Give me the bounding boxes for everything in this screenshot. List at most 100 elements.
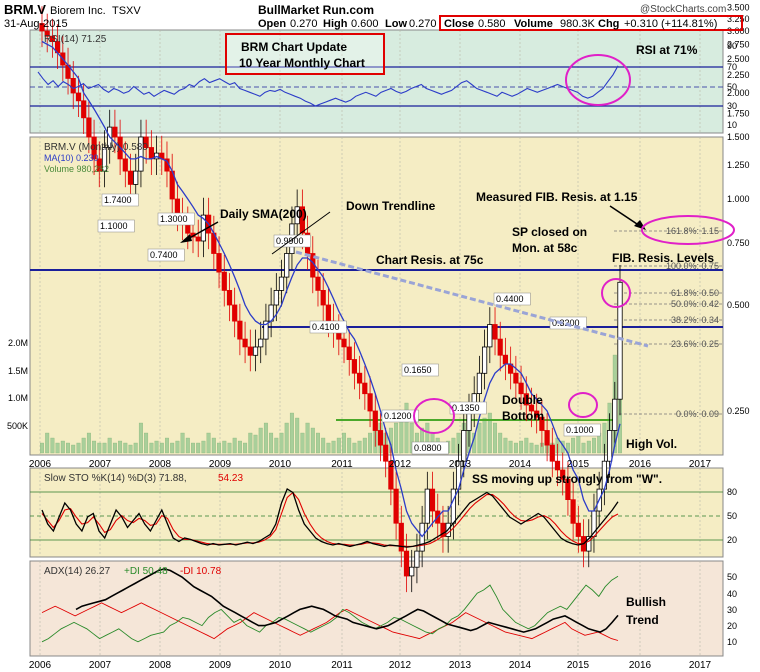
x-tick-label: 2011 xyxy=(331,459,353,470)
volume-bar xyxy=(206,432,211,454)
volume-bar xyxy=(581,442,586,454)
price-label: 1.7400 xyxy=(104,195,132,205)
volume-bar xyxy=(284,422,289,454)
volume-bar xyxy=(300,432,305,454)
candle-body xyxy=(549,444,555,462)
adx-tick-label: 50 xyxy=(727,572,737,582)
exchange: TSXV xyxy=(112,5,141,17)
candle-body xyxy=(575,522,581,537)
price-label: 0.7400 xyxy=(150,250,178,260)
candle-body xyxy=(133,170,139,185)
candle-body xyxy=(81,100,87,119)
title-box xyxy=(225,33,385,75)
candle-body xyxy=(258,338,264,348)
volume-bar xyxy=(66,442,70,454)
volume-bar xyxy=(263,422,268,454)
volume-bar xyxy=(55,442,60,454)
x-tick-label: 2013 xyxy=(449,459,472,470)
price-tick-label: 1.250 xyxy=(727,160,750,170)
candle-body xyxy=(138,136,144,172)
x-tick-label: 2011 xyxy=(331,660,353,671)
candle-body xyxy=(200,214,206,242)
fib-label: 61.8%: 0.50 xyxy=(671,288,719,298)
x-tick-label: 2012 xyxy=(389,459,412,470)
double-bottom-right xyxy=(568,392,598,418)
fib-arrow xyxy=(609,205,641,227)
volume-bar xyxy=(274,437,279,454)
sp-closed-line1: SP closed on xyxy=(512,225,587,239)
candle-body xyxy=(195,236,201,242)
rsi-note: RSI at 71% xyxy=(636,43,698,57)
price-label-box xyxy=(273,234,311,248)
x-tick-label: 2016 xyxy=(629,459,652,470)
site-name: BullMarket Run.com xyxy=(258,3,374,17)
volume-bar xyxy=(326,442,331,454)
candle-body xyxy=(273,289,279,306)
volume-bar xyxy=(76,442,81,454)
symbol: BRM.V xyxy=(4,2,46,17)
chg-label: Chg xyxy=(598,18,619,30)
volume-bar xyxy=(128,444,133,454)
volume-bar xyxy=(211,437,216,454)
volume-bar xyxy=(477,422,482,454)
price-tick-label: 0.750 xyxy=(727,238,750,248)
candle-body xyxy=(388,460,394,490)
volume-bar xyxy=(592,437,596,454)
price-tick-label: 3.250 xyxy=(727,14,750,24)
volume-bar xyxy=(331,440,336,454)
x-tick-label: 2008 xyxy=(149,459,172,470)
candle-body xyxy=(367,393,373,412)
candle-body xyxy=(252,346,259,356)
price-label-box xyxy=(309,320,347,334)
sma-arrowhead xyxy=(180,234,192,243)
candle-body xyxy=(409,566,415,577)
double-line1: Double xyxy=(502,393,543,407)
volume-bar xyxy=(191,442,195,454)
price-tick-label: 3.500 xyxy=(727,2,750,12)
sto-k-line xyxy=(41,488,619,548)
volume-bar xyxy=(289,412,294,454)
volume-bar xyxy=(175,440,180,454)
volume-bar xyxy=(316,432,320,454)
volume-bar xyxy=(86,432,91,454)
x-tick-label: 2010 xyxy=(269,660,292,671)
sp-highlight xyxy=(601,278,631,308)
volume-bar xyxy=(508,440,513,454)
volume-bar xyxy=(519,440,524,454)
price-tick-label: 2.250 xyxy=(727,70,750,80)
adx-tick-label: 30 xyxy=(727,605,737,615)
volume-bar xyxy=(50,437,55,454)
candle-body xyxy=(356,372,363,384)
candle-body xyxy=(523,393,529,406)
chart-date: 31-Aug-2015 xyxy=(4,18,68,30)
title-line2: 10 Year Monthly Chart xyxy=(239,56,365,70)
candle-body xyxy=(39,23,45,32)
x-tick-label: 2016 xyxy=(629,660,652,671)
close-value: 0.580 xyxy=(478,18,506,30)
volume-bar xyxy=(123,442,128,454)
volume-bar xyxy=(493,422,497,454)
volume-bar xyxy=(352,442,357,454)
price-tick-label: 1.500 xyxy=(727,132,750,142)
rsi-highlight xyxy=(565,54,631,106)
price-label-box xyxy=(411,441,449,455)
candle-body xyxy=(554,460,561,471)
price-label: 0.3200 xyxy=(552,318,580,328)
volume-bar xyxy=(196,442,201,454)
volume-bar xyxy=(201,440,206,454)
candle-body xyxy=(393,488,399,524)
x-tick-label: 2013 xyxy=(449,660,472,671)
candle-body xyxy=(539,416,545,431)
candle-body xyxy=(44,30,50,37)
sma-note: Daily SMA(200) xyxy=(220,207,307,221)
bullish-line1: Bullish xyxy=(626,595,666,609)
volume-label-panel: Volume 980,282 xyxy=(44,164,109,174)
measured-fib-note: Measured FIB. Resis. at 1.15 xyxy=(476,190,638,204)
x-tick-label: 2007 xyxy=(89,660,112,671)
volume-bar xyxy=(112,442,117,454)
candle-body xyxy=(487,324,493,348)
fib-label: 50.0%: 0.42 xyxy=(671,299,719,309)
volume-bar xyxy=(357,440,362,454)
volume-bar xyxy=(409,422,414,454)
candle-body xyxy=(481,346,488,374)
